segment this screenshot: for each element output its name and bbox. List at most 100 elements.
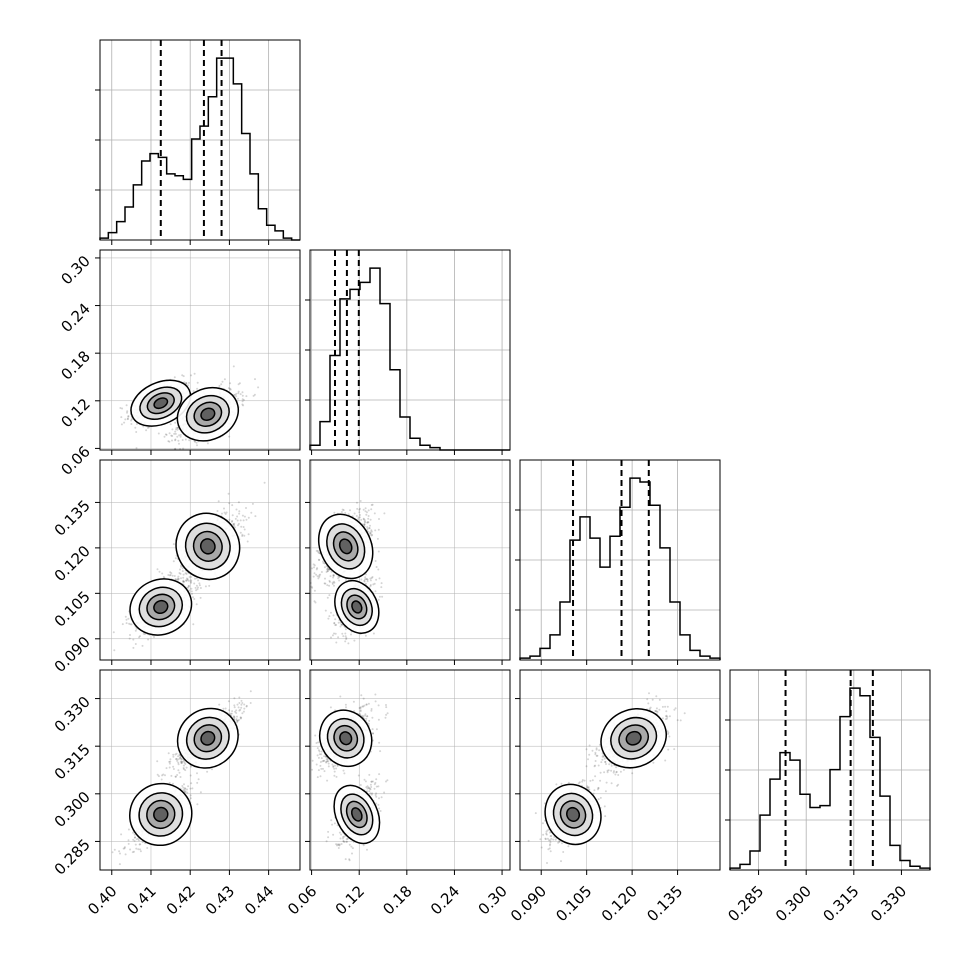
scatter-point — [224, 378, 226, 380]
scatter-point — [254, 515, 256, 517]
scatter-point — [367, 521, 369, 523]
scatter-point — [186, 767, 188, 769]
scatter-point — [123, 422, 125, 424]
scatter-point — [178, 434, 180, 436]
scatter-point — [174, 575, 176, 577]
scatter-point — [169, 782, 171, 784]
scatter-point — [188, 382, 190, 384]
scatter-point — [328, 585, 330, 587]
scatter-point — [358, 511, 360, 513]
scatter-point — [157, 568, 159, 570]
scatter-point — [326, 569, 328, 571]
scatter-point — [175, 776, 177, 778]
scatter-point — [182, 439, 184, 441]
scatter-point — [238, 383, 240, 385]
scatter-point — [253, 395, 255, 397]
scatter-point — [248, 517, 250, 519]
scatter-point — [118, 850, 120, 852]
scatter-point — [208, 585, 210, 587]
scatter-point — [180, 776, 182, 778]
scatter-point — [375, 579, 377, 581]
scatter-point — [138, 839, 140, 841]
scatter-point — [330, 637, 332, 639]
scatter-point — [379, 596, 381, 598]
scatter-point — [126, 404, 128, 406]
scatter-point — [185, 572, 187, 574]
scatter-point — [369, 527, 371, 529]
scatter-point — [166, 767, 168, 769]
scatter-point — [198, 582, 200, 584]
scatter-point — [182, 789, 184, 791]
scatter-point — [359, 514, 361, 516]
scatter-point — [228, 519, 230, 521]
scatter-point — [324, 566, 326, 568]
scatter-point — [364, 576, 366, 578]
scatter-point — [177, 755, 179, 757]
scatter-point — [333, 585, 335, 587]
scatter-point — [254, 378, 256, 380]
scatter-point — [218, 500, 220, 502]
scatter-point — [181, 785, 183, 787]
scatter-point — [229, 382, 231, 384]
scatter-point — [139, 848, 141, 850]
scatter-point — [196, 444, 198, 446]
scatter-point — [378, 529, 380, 531]
scatter-point — [357, 518, 359, 520]
scatter-point — [127, 618, 129, 620]
scatter-point — [222, 708, 224, 710]
scatter-point — [244, 516, 246, 518]
scatter-point — [324, 582, 326, 584]
scatter-point — [328, 594, 330, 596]
scatter-point — [145, 429, 147, 431]
scatter-point — [163, 576, 165, 578]
scatter-point — [381, 582, 383, 584]
scatter-point — [371, 504, 373, 506]
scatter-point — [322, 561, 324, 563]
scatter-point — [153, 636, 155, 638]
scatter-point — [332, 634, 334, 636]
scatter-point — [191, 787, 193, 789]
scatter-point — [231, 521, 233, 523]
scatter-point — [375, 590, 377, 592]
scatter-point — [198, 778, 200, 780]
scatter-point — [126, 410, 128, 412]
scatter-point — [190, 782, 192, 784]
scatter-point — [248, 533, 250, 535]
scatter-point — [335, 633, 337, 635]
scatter-point — [174, 439, 176, 441]
scatter-point — [365, 514, 367, 516]
scatter-point — [314, 590, 316, 592]
scatter-point — [338, 622, 340, 624]
scatter-point — [321, 571, 323, 573]
scatter-point — [379, 577, 381, 579]
scatter-point — [335, 624, 337, 626]
scatter-point — [132, 647, 134, 649]
scatter-point — [184, 762, 186, 764]
scatter-point — [147, 639, 149, 641]
scatter-point — [220, 383, 222, 385]
scatter-point — [130, 423, 132, 425]
scatter-point — [257, 386, 259, 388]
scatter-point — [236, 516, 238, 518]
scatter-point — [119, 853, 121, 855]
scatter-point — [205, 585, 207, 587]
scatter-point — [130, 420, 132, 422]
scatter-point — [366, 526, 368, 528]
scatter-point — [222, 381, 224, 383]
scatter-point — [139, 635, 141, 637]
scatter-point — [240, 526, 242, 528]
scatter-point — [190, 588, 192, 590]
scatter-point — [176, 436, 178, 438]
scatter-point — [173, 560, 175, 562]
scatter-point — [206, 771, 208, 773]
scatter-point — [129, 849, 131, 851]
scatter-point — [234, 706, 236, 708]
scatter-point — [369, 532, 371, 534]
scatter-point — [237, 392, 239, 394]
scatter-point — [126, 622, 128, 624]
scatter-point — [358, 509, 360, 511]
scatter-point — [180, 759, 182, 761]
scatter-point — [236, 509, 238, 511]
scatter-point — [173, 543, 175, 545]
scatter-point — [121, 408, 123, 410]
